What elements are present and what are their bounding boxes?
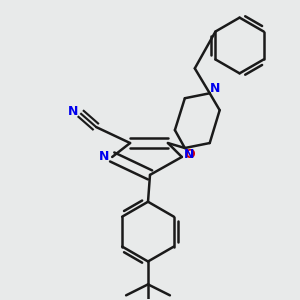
Text: O: O [184, 148, 195, 161]
Text: N: N [99, 151, 110, 164]
Text: N: N [68, 105, 79, 118]
Text: N: N [209, 82, 220, 95]
Text: N: N [184, 148, 194, 161]
